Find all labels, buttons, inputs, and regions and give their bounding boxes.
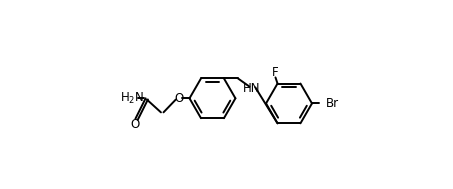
Text: F: F xyxy=(272,66,278,79)
Text: HN: HN xyxy=(243,82,261,95)
Text: O: O xyxy=(131,118,140,131)
Text: Br: Br xyxy=(325,97,338,110)
Text: H$_2$N: H$_2$N xyxy=(120,91,144,106)
Text: O: O xyxy=(174,92,183,105)
